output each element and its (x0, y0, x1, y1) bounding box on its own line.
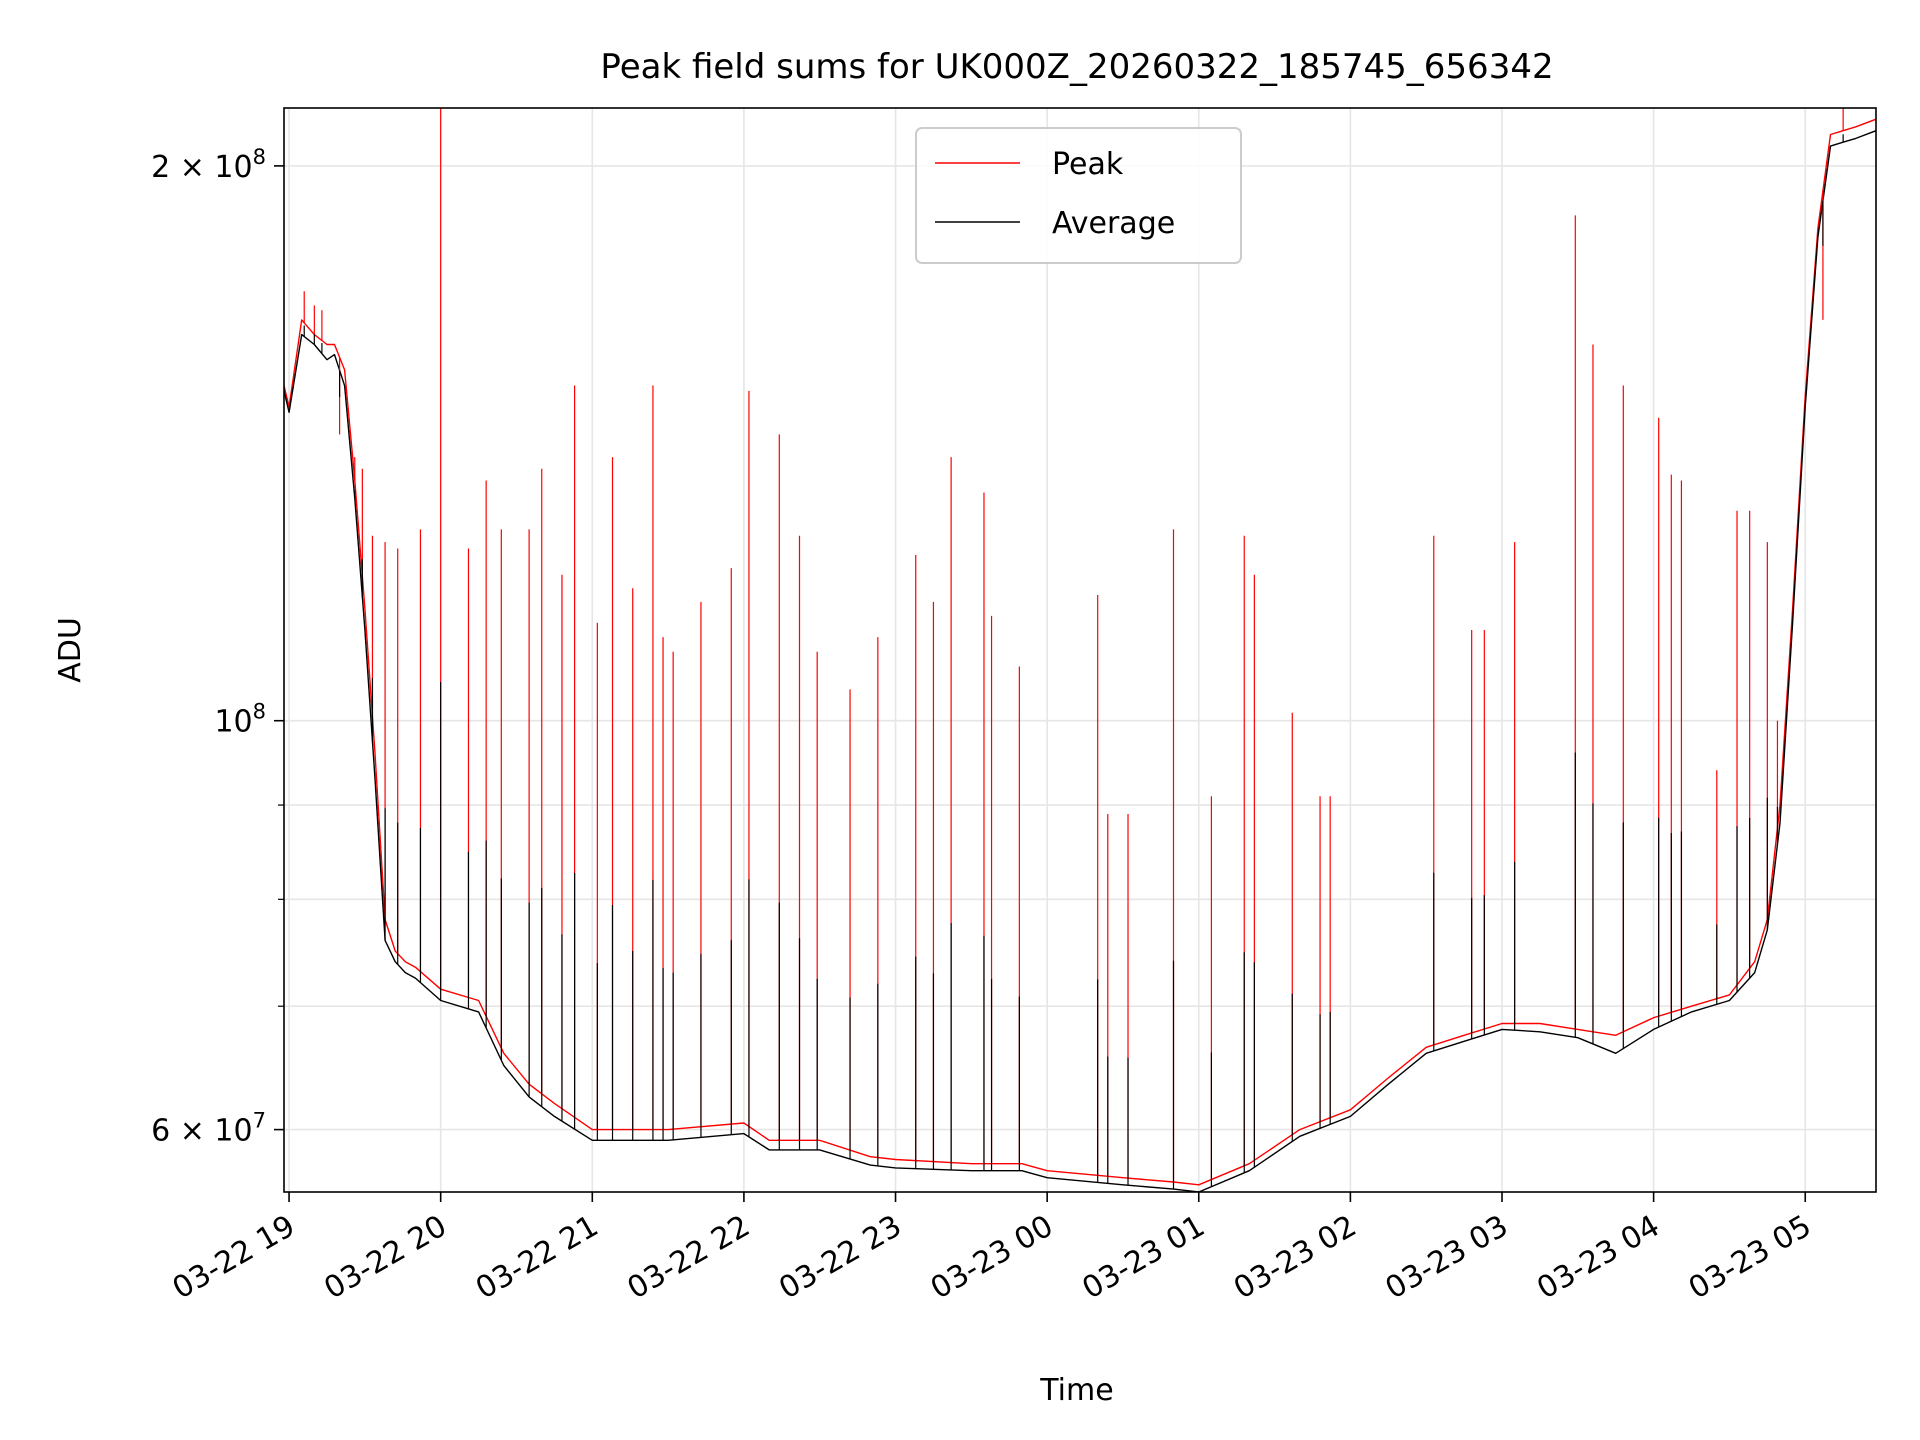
y-tick-label: 108 (214, 700, 266, 740)
plot-area (284, 108, 1876, 1192)
series-group (284, 108, 1876, 1192)
chart-title: Peak field sums for UK000Z_20260322_1857… (600, 47, 1553, 87)
series-line-average (284, 130, 1876, 1192)
legend: Peak Average (915, 127, 1242, 264)
axes-frame (283, 107, 1877, 1193)
legend-average-label: Average (1052, 206, 1175, 241)
x-axis-label: Time (1039, 1373, 1113, 1408)
series-line-peak (284, 118, 1876, 1186)
legend-box (915, 127, 1242, 264)
y-tick-label: 6 × 107 (151, 1109, 266, 1149)
legend-peak-label: Peak (1052, 147, 1124, 182)
y-tick-label: 2 × 108 (151, 145, 266, 185)
y-axis-label: ADU (53, 617, 88, 683)
y-axis: 6 × 107 108 2 × 108 (151, 145, 284, 1149)
